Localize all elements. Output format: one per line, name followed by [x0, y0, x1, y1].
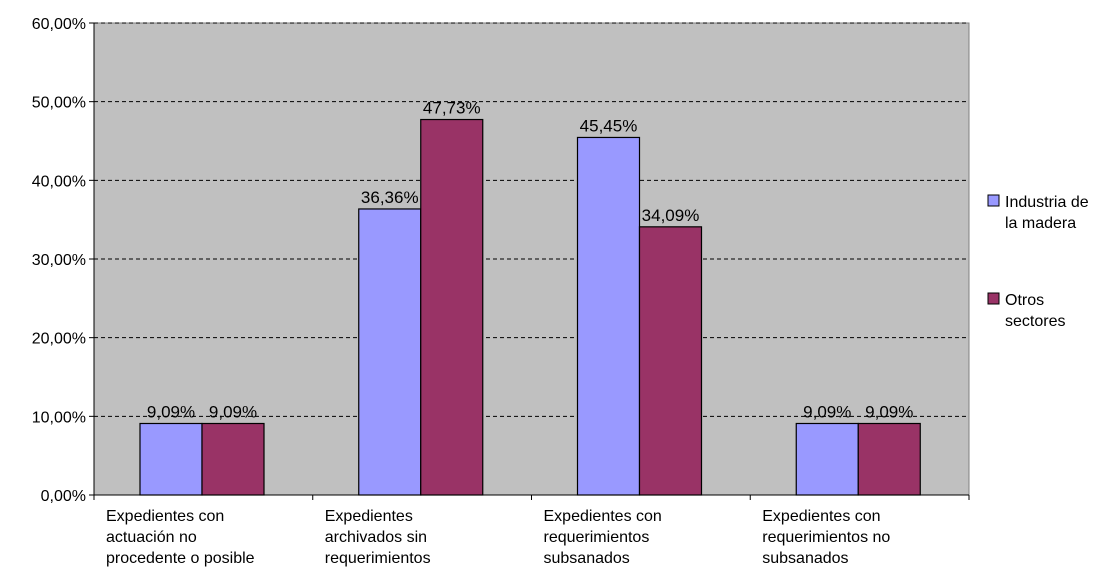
- category-label: Expedientes con: [544, 508, 662, 525]
- bar: [139, 422, 203, 496]
- bar: [420, 118, 484, 496]
- category-label: Expedientes: [325, 508, 413, 525]
- bar: [358, 208, 422, 496]
- bar: [857, 422, 921, 496]
- legend-label: Otros: [1005, 292, 1044, 309]
- y-tick-label: 20,00%: [32, 331, 86, 348]
- bar: [201, 422, 265, 496]
- data-label: 9,09%: [147, 402, 195, 421]
- y-tick-label: 50,00%: [32, 95, 86, 112]
- category-label: requerimientos no: [762, 529, 890, 546]
- data-label: 9,09%: [803, 402, 851, 421]
- y-tick-label: 60,00%: [32, 16, 86, 33]
- category-label: procedente o posible: [106, 550, 255, 567]
- data-label: 9,09%: [209, 402, 257, 421]
- category-label: archivados sin: [325, 529, 427, 546]
- axes: [89, 22, 970, 500]
- data-label: 9,09%: [865, 402, 913, 421]
- bar: [576, 136, 641, 496]
- bars: [139, 118, 921, 496]
- category-label: requerimientos: [325, 550, 431, 567]
- legend-label: sectores: [1005, 313, 1065, 330]
- gridlines: [94, 22, 969, 417]
- y-tick-label: 40,00%: [32, 173, 86, 190]
- legend-label: la madera: [1005, 215, 1076, 232]
- y-tick-label: 0,00%: [41, 488, 86, 505]
- category-label: requerimientos: [544, 529, 650, 546]
- data-label: 34,09%: [642, 206, 700, 225]
- data-labels: 9,09% 9,09% 36,36% 47,73% 45,45% 34,09% 9,09% 9…: [147, 99, 913, 422]
- category-label: Expedientes con: [106, 508, 224, 525]
- category-label: subsanados: [544, 550, 630, 567]
- legend: Industria de la madera Otros sectores: [987, 194, 1089, 330]
- bar: [638, 226, 703, 496]
- y-tick-label: 10,00%: [32, 409, 86, 426]
- y-tick-labels: 0,00% 10,00% 20,00% 30,00% 40,00% 50,00% 60,00…: [32, 16, 86, 505]
- data-label: 45,45%: [580, 116, 638, 135]
- category-label: Expedientes con: [762, 508, 880, 525]
- legend-swatch: [987, 292, 1000, 305]
- category-label: subsanados: [762, 550, 848, 567]
- data-label: 36,36%: [361, 188, 419, 207]
- legend-label: Industria de: [1005, 194, 1089, 211]
- legend-swatch: [987, 194, 1000, 207]
- category-labels: Expedientes con actuación no procedente o …: [106, 508, 890, 567]
- category-label: actuación no: [106, 529, 197, 546]
- bar: [795, 422, 859, 496]
- y-tick-label: 30,00%: [32, 252, 86, 269]
- data-label: 47,73%: [423, 99, 481, 118]
